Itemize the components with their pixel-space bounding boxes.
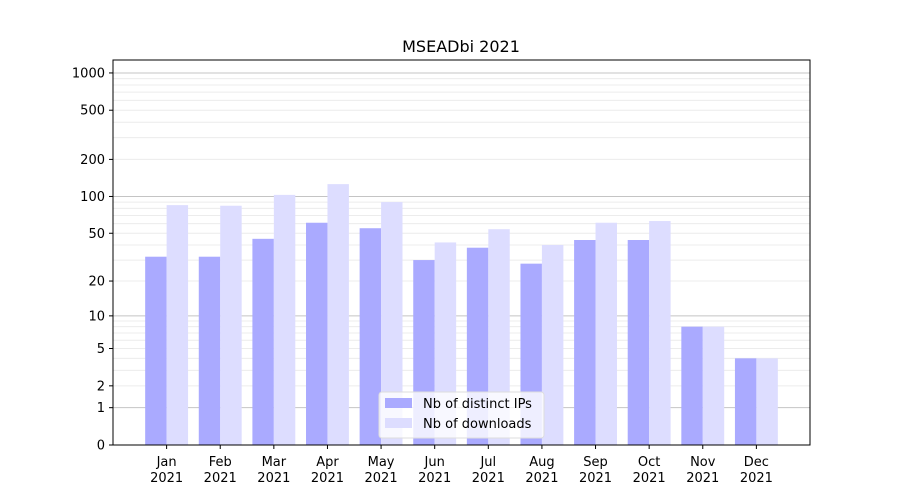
bar-distinct-ips xyxy=(252,238,274,445)
x-tick-label: Aug xyxy=(529,455,554,470)
x-tick-label: Mar xyxy=(262,455,287,470)
x-tick-label: Oct xyxy=(638,455,660,470)
x-tick-label: Dec xyxy=(744,455,769,470)
x-tick-label: 2021 xyxy=(633,471,666,486)
legend: Nb of distinct IPs Nb of downloads xyxy=(378,391,545,439)
y-tick-label: 100 xyxy=(80,190,105,205)
bar-downloads xyxy=(488,229,510,445)
x-tick-label: 2021 xyxy=(525,471,558,486)
chart-title: MSEADbi 2021 xyxy=(402,37,520,56)
bar-downloads xyxy=(381,202,403,445)
x-tick-label: Apr xyxy=(316,455,339,470)
y-tick-label: 200 xyxy=(80,153,105,168)
x-tick-label: 2021 xyxy=(686,471,719,486)
bar-distinct-ips xyxy=(145,256,167,445)
y-tick-label: 20 xyxy=(88,275,105,290)
legend-box xyxy=(378,391,545,439)
legend-swatch xyxy=(385,398,412,408)
x-tick-label: 2021 xyxy=(740,471,773,486)
bar-downloads xyxy=(220,205,242,445)
bar-downloads xyxy=(649,221,671,445)
y-tick-label: 5 xyxy=(97,342,105,357)
x-tick-label: 2021 xyxy=(257,471,290,486)
x-tick-label: 2021 xyxy=(150,471,183,486)
bar-downloads xyxy=(273,194,296,445)
x-tick-label: 2021 xyxy=(365,471,398,486)
x-tick-label: May xyxy=(368,455,395,470)
bar-distinct-ips xyxy=(627,240,650,445)
legend-swatch xyxy=(385,418,412,428)
bar-distinct-ips xyxy=(359,228,382,445)
bar-downloads xyxy=(756,358,778,445)
y-tick-label: 50 xyxy=(88,227,105,242)
bar-downloads xyxy=(166,205,189,445)
bar-downloads xyxy=(541,245,564,445)
bar-downloads xyxy=(595,222,617,445)
x-tick-label: 2021 xyxy=(204,471,237,486)
x-tick-label: Nov xyxy=(690,455,716,470)
legend-label: Nb of distinct IPs xyxy=(423,397,532,412)
legend-label: Nb of downloads xyxy=(423,417,532,432)
bar-distinct-ips xyxy=(734,358,757,445)
y-tick-label: 0 xyxy=(97,439,105,454)
bar-distinct-ips xyxy=(681,326,703,445)
y-tick-label: 1 xyxy=(97,401,105,416)
bar-downloads xyxy=(702,326,725,445)
x-tick-label: Jan xyxy=(156,455,177,470)
y-tick-label: 500 xyxy=(80,104,105,119)
plot-frame xyxy=(112,59,811,446)
y-tick-label: 10 xyxy=(88,309,105,324)
x-tick-label: 2021 xyxy=(579,471,612,486)
y-tick-label: 1000 xyxy=(72,66,105,81)
x-tick-label: 2021 xyxy=(311,471,344,486)
bar-downloads xyxy=(327,184,349,445)
x-tick-label: Feb xyxy=(209,455,232,470)
y-tick-label: 2 xyxy=(97,379,105,394)
x-tick-label: Sep xyxy=(583,455,608,470)
bar-distinct-ips xyxy=(306,222,328,445)
bar-distinct-ips xyxy=(198,256,221,445)
x-tick-label: 2021 xyxy=(418,471,451,486)
x-tick-label: Jun xyxy=(424,455,445,470)
bar-distinct-ips xyxy=(574,240,596,445)
x-tick-label: 2021 xyxy=(472,471,505,486)
x-tick-label: Jul xyxy=(479,455,496,470)
